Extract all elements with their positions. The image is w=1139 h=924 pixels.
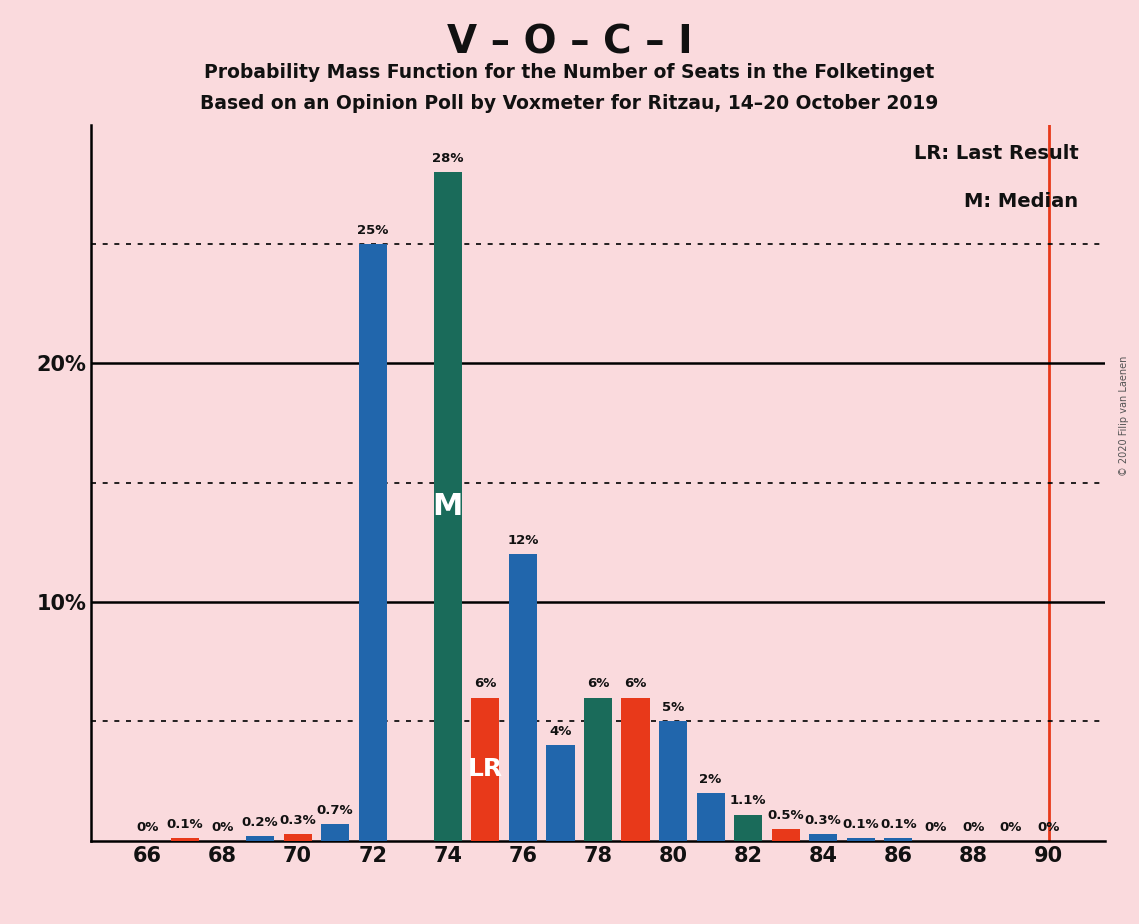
- Bar: [846, 838, 875, 841]
- Text: 0.3%: 0.3%: [279, 813, 316, 827]
- Text: 0%: 0%: [1038, 821, 1059, 833]
- Bar: [622, 698, 649, 841]
- Bar: [771, 829, 800, 841]
- Text: 6%: 6%: [624, 677, 647, 690]
- Text: 2%: 2%: [699, 773, 722, 786]
- Text: 0.1%: 0.1%: [880, 819, 917, 832]
- Text: 0%: 0%: [925, 821, 947, 833]
- Text: 0%: 0%: [137, 821, 158, 833]
- Text: 0.1%: 0.1%: [843, 819, 879, 832]
- Text: 12%: 12%: [507, 534, 539, 547]
- Text: 0.5%: 0.5%: [768, 808, 804, 821]
- Text: LR: LR: [468, 758, 503, 781]
- Bar: [359, 244, 387, 841]
- Text: LR: Last Result: LR: Last Result: [913, 144, 1079, 163]
- Bar: [321, 824, 350, 841]
- Bar: [584, 698, 612, 841]
- Bar: [884, 838, 912, 841]
- Text: © 2020 Filip van Laenen: © 2020 Filip van Laenen: [1120, 356, 1129, 476]
- Text: 28%: 28%: [432, 152, 464, 165]
- Text: 1.1%: 1.1%: [730, 795, 767, 808]
- Bar: [547, 746, 574, 841]
- Text: 0.3%: 0.3%: [805, 813, 842, 827]
- Text: 0.7%: 0.7%: [317, 804, 353, 817]
- Bar: [246, 836, 274, 841]
- Text: 6%: 6%: [474, 677, 497, 690]
- Text: 0%: 0%: [962, 821, 984, 833]
- Bar: [171, 838, 199, 841]
- Text: 0%: 0%: [212, 821, 233, 833]
- Bar: [509, 554, 536, 841]
- Text: M: Median: M: Median: [965, 191, 1079, 211]
- Text: V – O – C – I: V – O – C – I: [446, 23, 693, 61]
- Text: 5%: 5%: [662, 701, 685, 714]
- Text: 0.2%: 0.2%: [241, 816, 278, 829]
- Bar: [659, 722, 687, 841]
- Text: M: M: [433, 492, 462, 521]
- Text: 0.1%: 0.1%: [166, 819, 203, 832]
- Text: 0%: 0%: [1000, 821, 1022, 833]
- Text: 4%: 4%: [549, 725, 572, 738]
- Bar: [734, 815, 762, 841]
- Bar: [472, 698, 499, 841]
- Text: 25%: 25%: [357, 224, 388, 237]
- Bar: [434, 173, 462, 841]
- Text: 6%: 6%: [587, 677, 609, 690]
- Text: Probability Mass Function for the Number of Seats in the Folketinget: Probability Mass Function for the Number…: [204, 63, 935, 82]
- Bar: [284, 833, 312, 841]
- Bar: [809, 833, 837, 841]
- Bar: [697, 793, 724, 841]
- Text: Based on an Opinion Poll by Voxmeter for Ritzau, 14–20 October 2019: Based on an Opinion Poll by Voxmeter for…: [200, 94, 939, 114]
